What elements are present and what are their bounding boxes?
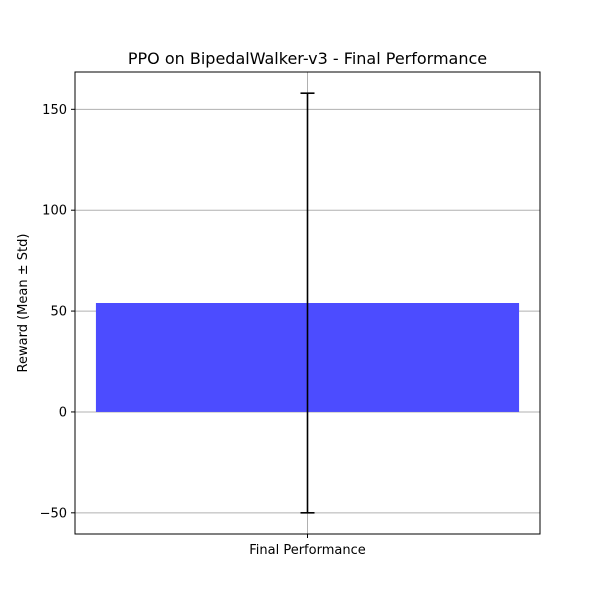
y-tick-label: 100 — [42, 204, 67, 219]
chart-title: PPO on BipedalWalker-v3 - Final Performa… — [128, 49, 487, 68]
x-axis-ticks: Final Performance — [249, 534, 366, 558]
error-bars — [300, 92, 315, 514]
x-tick-label: Final Performance — [249, 543, 365, 558]
y-tick-label: 0 — [59, 405, 67, 420]
y-tick-label: 50 — [50, 305, 67, 320]
y-tick-label: −50 — [40, 506, 67, 521]
y-axis-label: Reward (Mean ± Std) — [16, 234, 31, 373]
y-tick-label: 150 — [42, 103, 67, 118]
y-axis-ticks: −50 0 50 100 150 — [40, 103, 75, 521]
